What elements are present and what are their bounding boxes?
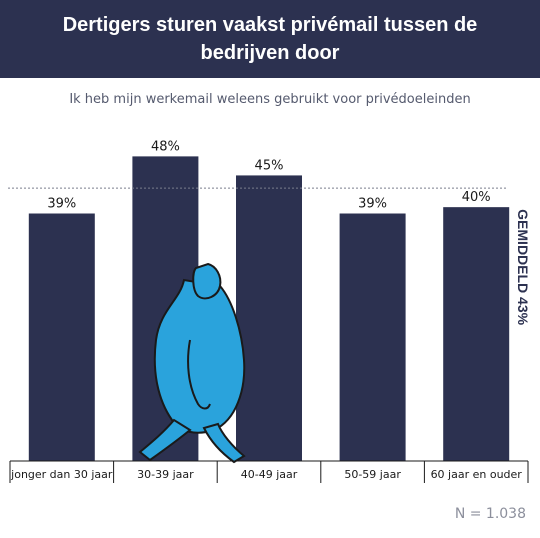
- x-tick-label: 50-59 jaar: [344, 468, 401, 481]
- average-label: GEMIDDELD 43%: [515, 209, 531, 325]
- data-label: 39%: [358, 197, 387, 212]
- sample-size-label: N = 1.038: [454, 506, 526, 522]
- bar: [236, 175, 302, 461]
- x-tick-label: jonger dan 30 jaar: [10, 468, 113, 481]
- x-tick-label: 60 jaar en ouder: [431, 468, 523, 481]
- data-label: 39%: [47, 197, 76, 212]
- bar: [443, 207, 510, 461]
- data-label: 40%: [462, 190, 491, 205]
- data-label: 48%: [151, 139, 180, 154]
- bars-group: 39% 48% 45% 39% 40%: [28, 139, 510, 461]
- x-axis: jonger dan 30 jaar 30-39 jaar 40-49 jaar 50…: [9, 460, 529, 483]
- chart-subtitle: Ik heb mijn werkemail weleens gebruikt v…: [69, 92, 471, 107]
- chart-title: Dertigers sturen vaakst privémail tussen…: [62, 14, 478, 64]
- chart-header: Dertigers sturen vaakst privémail tussen…: [0, 0, 540, 78]
- walking-person-icon: [138, 262, 246, 464]
- x-tick-label: 40-49 jaar: [241, 468, 298, 481]
- data-label: 45%: [255, 158, 284, 173]
- bar: [339, 213, 406, 461]
- bar: [28, 213, 95, 461]
- x-tick-label: 30-39 jaar: [137, 468, 194, 481]
- average-group: GEMIDDELD 43%: [8, 187, 531, 326]
